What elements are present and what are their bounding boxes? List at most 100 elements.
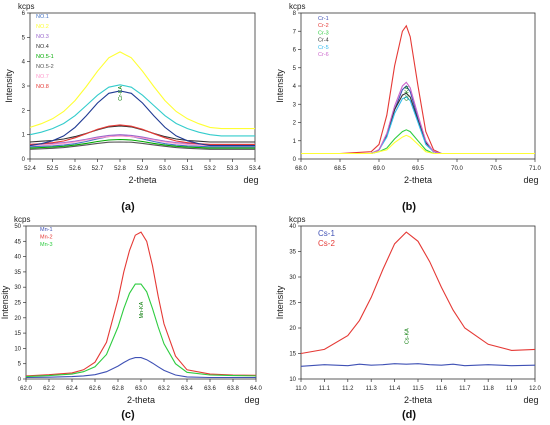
x-tick-label: 53.4 [249, 166, 261, 172]
x-tick-label: 68.5 [334, 166, 346, 172]
y-tick-label: 3 [293, 102, 297, 108]
x-tick-label: 11.6 [436, 386, 448, 392]
y-tick-label: 20 [14, 316, 21, 322]
y-axis-label: Intensity [4, 69, 14, 103]
y-tick-label: 40 [289, 224, 296, 230]
x-tick-label: 62.0 [20, 386, 32, 392]
x-tick-label: 70.5 [490, 166, 502, 172]
legend-entry: Cr-6 [318, 52, 329, 58]
x-unit-label: deg [244, 395, 259, 405]
chart-panel-2: 62.0 62.2 62.4 62.6 62.8 63.0 63.2 63.4 63.6 63.8… [0, 215, 262, 421]
legend-entry: NO.5-2 [36, 64, 54, 70]
y-tick-label: 0 [18, 377, 22, 383]
unit-label: kcps [18, 2, 34, 11]
x-tick-label: 68.0 [295, 166, 307, 172]
y-tick-label: 1 [293, 139, 297, 145]
series-line-4 [29, 138, 255, 149]
x-axis-label: 2-theta [128, 175, 156, 185]
x-tick-label: 52.8 [114, 166, 126, 172]
x-tick-label: 11.1 [319, 386, 331, 392]
series-line-0 [25, 357, 256, 379]
x-tick-label: 52.7 [92, 166, 104, 172]
y-tick-label: 0 [22, 157, 26, 163]
y-axis-label: Intensity [275, 285, 285, 319]
x-tick-label: 63.0 [135, 386, 147, 392]
y-tick-label: 6 [22, 11, 26, 17]
peak-marker-label: Cr-KA [118, 85, 124, 100]
legend-entry: Cr-4 [318, 38, 329, 44]
y-tick-label: 30 [14, 285, 21, 291]
x-tick-label: 52.9 [137, 166, 149, 172]
y-tick-label: 2 [293, 121, 297, 127]
chart-panel-0: 52.4 52.5 52.6 52.7 52.8 52.9 53.0 53.1 53.2 53.3… [4, 2, 261, 213]
legend-entry: Mn-3 [40, 242, 53, 248]
x-tick-label: 53.3 [227, 166, 239, 172]
series-line-7 [29, 124, 255, 145]
x-tick-label: 11.4 [389, 386, 401, 392]
chart-panel-1: 68.0 68.5 69.0 69.5 70.0 70.5 71.0 0 1 2 3 4 5 6 7 8kcp… [275, 2, 541, 213]
y-tick-label: 5 [22, 35, 26, 41]
x-tick-label: 52.6 [69, 166, 81, 172]
x-tick-label: 52.5 [47, 166, 59, 172]
x-tick-label: 11.8 [483, 386, 495, 392]
x-tick-label: 71.0 [529, 166, 541, 172]
legend-entry: NO.3 [36, 34, 49, 40]
legend-entry: Cr-2 [318, 23, 329, 29]
series-line-9 [29, 90, 255, 147]
panel-caption: (d) [402, 409, 416, 421]
y-tick-label: 4 [293, 84, 297, 90]
x-tick-label: 62.6 [89, 386, 101, 392]
x-axis-label: 2-theta [127, 395, 155, 405]
y-tick-label: 50 [14, 224, 21, 230]
y-tick-label: 8 [293, 11, 297, 17]
x-tick-label: 11.7 [459, 386, 471, 392]
y-tick-label: 5 [293, 66, 297, 72]
panel-caption: (c) [121, 409, 135, 421]
y-axis-label: Intensity [0, 285, 10, 319]
y-tick-label: 5 [18, 362, 22, 368]
legend-entry: NO.7 [36, 74, 49, 80]
x-tick-label: 52.4 [24, 166, 36, 172]
x-tick-label: 12.0 [529, 386, 541, 392]
unit-label: kcps [289, 2, 305, 11]
x-tick-label: 11.5 [412, 386, 424, 392]
y-tick-label: 35 [289, 250, 296, 256]
y-tick-label: 0 [293, 157, 297, 163]
x-axis-label: 2-theta [404, 395, 432, 405]
series-line-8 [29, 84, 255, 137]
plot-frame [29, 12, 256, 160]
x-tick-label: 63.6 [204, 386, 216, 392]
series-line-6 [301, 134, 535, 155]
x-tick-label: 11.0 [295, 386, 307, 392]
x-tick-label: 53.0 [159, 166, 171, 172]
legend-entry: NO.8 [36, 84, 49, 90]
legend-entry: Cr-3 [318, 30, 329, 36]
plot-frame [25, 225, 257, 380]
y-tick-label: 15 [289, 352, 296, 358]
y-tick-label: 25 [289, 301, 296, 307]
plot-frame [300, 225, 536, 380]
legend-entry: NO.4 [36, 44, 49, 50]
x-tick-label: 69.5 [412, 166, 424, 172]
peak-marker-label: Cr-KA [404, 85, 410, 100]
y-tick-label: 10 [14, 346, 21, 352]
series-line-5 [29, 141, 255, 150]
y-tick-label: 30 [289, 275, 296, 281]
x-tick-label: 63.8 [227, 386, 239, 392]
y-axis-label: Intensity [275, 69, 285, 103]
x-tick-label: 53.1 [182, 166, 194, 172]
x-unit-label: deg [523, 395, 538, 405]
x-unit-label: deg [243, 175, 258, 185]
legend-entry: NO.2 [36, 24, 49, 30]
x-tick-label: 11.9 [506, 386, 518, 392]
legend-entry: Cs-1 [318, 229, 335, 238]
y-tick-label: 6 [293, 48, 297, 54]
panel-caption: (a) [121, 201, 135, 213]
series-line-0 [29, 135, 255, 148]
series-line-1 [29, 51, 255, 130]
x-tick-label: 70.0 [451, 166, 463, 172]
legend-entry: Cs-2 [318, 239, 335, 248]
y-tick-label: 7 [293, 29, 297, 35]
x-tick-label: 11.3 [366, 386, 378, 392]
series-line-1 [300, 231, 536, 355]
